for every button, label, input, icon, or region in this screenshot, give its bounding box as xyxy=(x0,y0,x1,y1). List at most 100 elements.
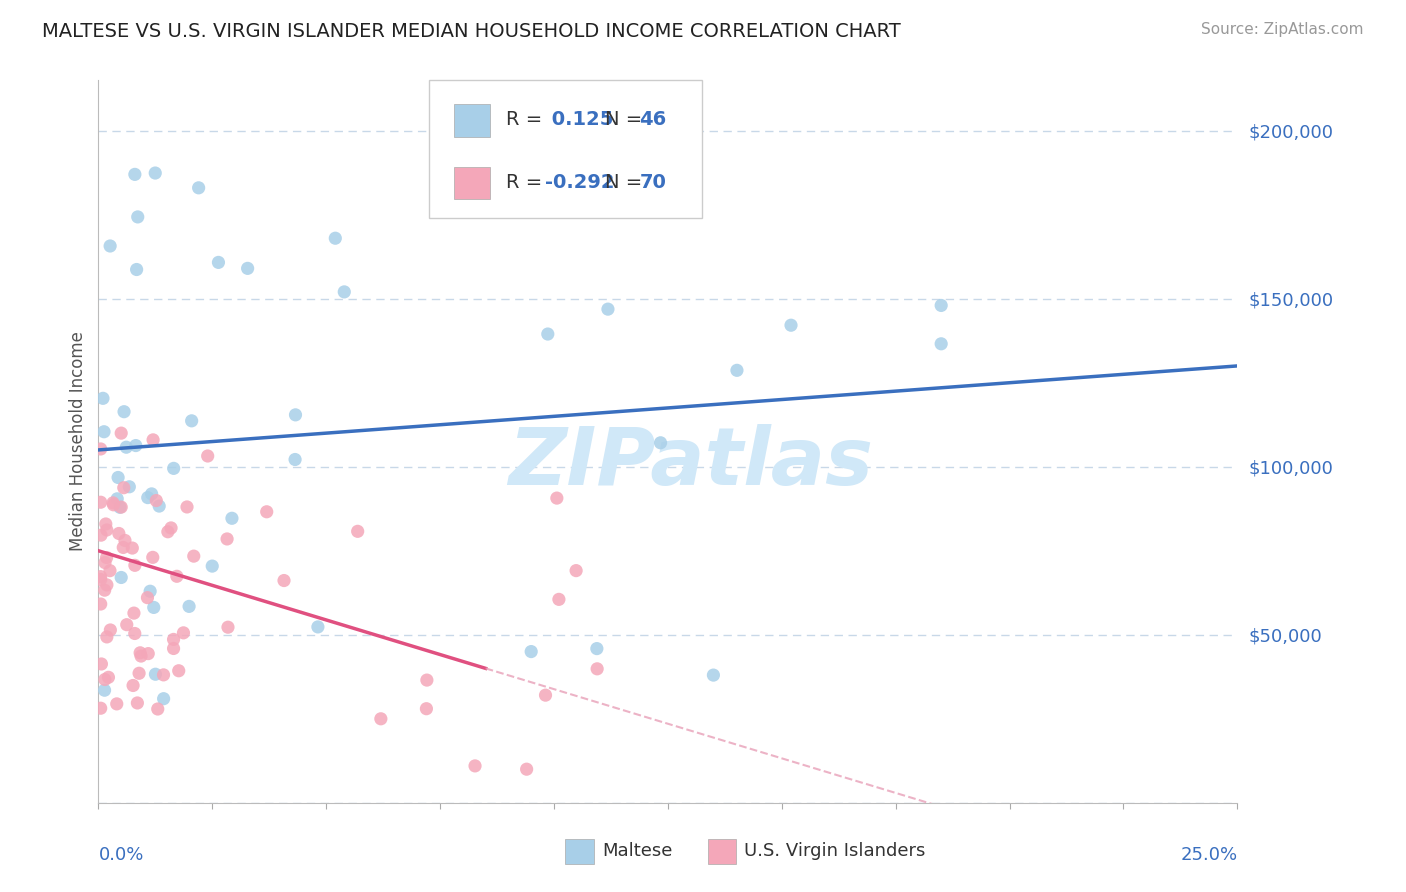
Point xyxy=(96,578,118,592)
Point xyxy=(129,646,152,660)
Point xyxy=(256,505,278,519)
Point xyxy=(146,702,169,716)
Point xyxy=(929,298,952,312)
Text: R =: R = xyxy=(506,173,548,193)
Point xyxy=(148,499,170,513)
Point xyxy=(125,439,148,453)
Text: Source: ZipAtlas.com: Source: ZipAtlas.com xyxy=(1201,22,1364,37)
Point xyxy=(98,623,121,637)
Point xyxy=(596,302,619,317)
Point xyxy=(323,231,346,245)
Point xyxy=(207,255,229,269)
Point xyxy=(586,662,609,676)
Point xyxy=(141,487,163,501)
Point xyxy=(93,583,115,598)
Point xyxy=(142,550,165,565)
Point xyxy=(112,405,135,419)
Point xyxy=(156,524,179,539)
Point xyxy=(103,498,125,512)
Point xyxy=(172,625,194,640)
Point xyxy=(90,528,112,542)
Point xyxy=(125,262,148,277)
Point xyxy=(118,480,141,494)
Point xyxy=(546,491,568,505)
Point xyxy=(702,668,724,682)
Point xyxy=(122,678,145,692)
Point xyxy=(163,461,186,475)
Point xyxy=(201,559,224,574)
Text: 0.125: 0.125 xyxy=(546,110,613,128)
Point xyxy=(180,414,202,428)
Point xyxy=(110,426,132,441)
Point xyxy=(90,573,112,587)
Point xyxy=(112,541,135,555)
Point xyxy=(650,435,672,450)
Text: MALTESE VS U.S. VIRGIN ISLANDER MEDIAN HOUSEHOLD INCOME CORRELATION CHART: MALTESE VS U.S. VIRGIN ISLANDER MEDIAN H… xyxy=(42,22,901,41)
Point xyxy=(115,440,138,454)
Text: 46: 46 xyxy=(640,110,666,128)
Point xyxy=(108,526,131,541)
Point xyxy=(128,666,150,681)
Point xyxy=(183,549,205,563)
Point xyxy=(416,673,439,687)
Point xyxy=(586,641,609,656)
Point xyxy=(96,550,118,565)
Point xyxy=(346,524,368,539)
Point xyxy=(127,210,149,224)
Text: 70: 70 xyxy=(640,173,666,193)
Point xyxy=(236,261,259,276)
Point xyxy=(90,569,112,583)
Point xyxy=(124,626,146,640)
Point xyxy=(333,285,356,299)
Point xyxy=(90,442,112,456)
Point xyxy=(780,318,803,333)
Text: Maltese: Maltese xyxy=(602,842,672,860)
Point xyxy=(929,336,952,351)
Point xyxy=(96,523,118,537)
Text: N =: N = xyxy=(605,110,648,128)
Point xyxy=(97,670,120,684)
Point xyxy=(537,326,560,341)
FancyBboxPatch shape xyxy=(429,80,702,218)
Point xyxy=(96,630,118,644)
Point xyxy=(90,657,112,671)
Point xyxy=(112,481,135,495)
Point xyxy=(91,392,114,406)
Point xyxy=(90,597,112,611)
Text: N =: N = xyxy=(605,173,648,193)
Point xyxy=(93,683,115,698)
Point xyxy=(307,620,329,634)
Text: -0.292: -0.292 xyxy=(546,173,614,193)
Point xyxy=(197,449,219,463)
Bar xyxy=(454,167,491,200)
Point xyxy=(284,452,307,467)
Point xyxy=(107,470,129,484)
Point xyxy=(162,641,184,656)
Point xyxy=(98,239,121,253)
Point xyxy=(534,688,557,702)
Point xyxy=(114,533,136,548)
Point xyxy=(166,569,188,583)
Point xyxy=(464,759,486,773)
Point xyxy=(548,592,571,607)
Point xyxy=(121,541,143,555)
Text: U.S. Virgin Islanders: U.S. Virgin Islanders xyxy=(744,842,925,860)
Point xyxy=(136,491,159,505)
Point xyxy=(93,425,115,439)
Text: ZIPatlas: ZIPatlas xyxy=(508,425,873,502)
Point xyxy=(90,701,112,715)
Point xyxy=(94,556,117,570)
Point xyxy=(105,491,128,506)
Text: R =: R = xyxy=(506,110,548,128)
Text: 0.0%: 0.0% xyxy=(98,847,143,864)
Point xyxy=(217,532,239,546)
Point xyxy=(516,762,538,776)
Point xyxy=(162,632,184,647)
Point xyxy=(284,408,307,422)
Bar xyxy=(454,104,491,136)
Text: 25.0%: 25.0% xyxy=(1180,847,1237,864)
Point xyxy=(160,521,183,535)
Point xyxy=(273,574,295,588)
Point xyxy=(142,433,165,447)
Point xyxy=(122,606,145,620)
